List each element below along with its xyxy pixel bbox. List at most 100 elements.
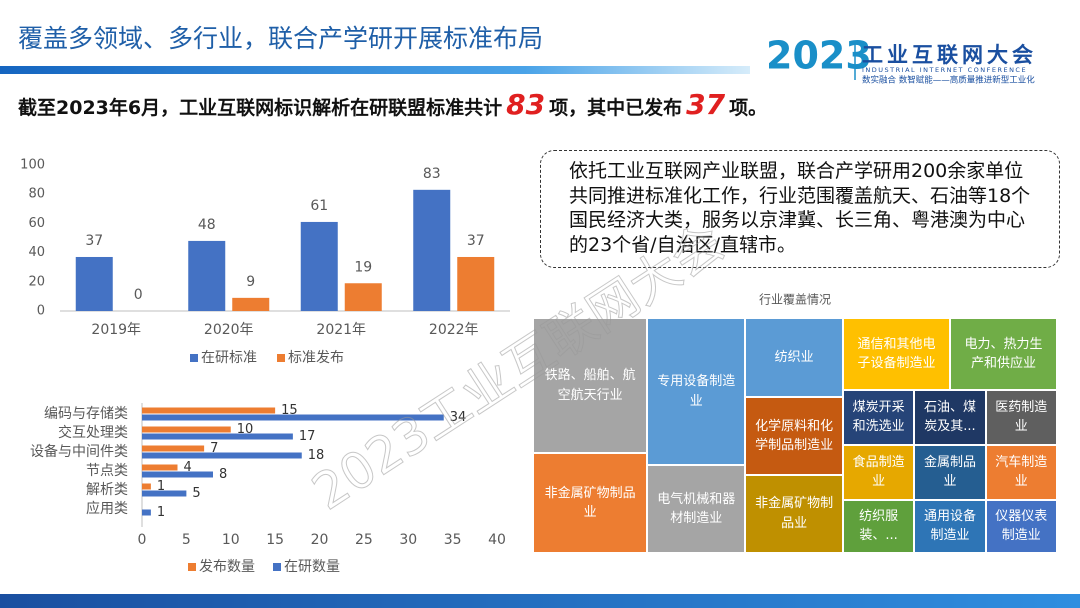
data-label: 4 [184, 460, 192, 475]
bar [300, 221, 338, 311]
treemap-tile: 石油、煤炭及其... [914, 390, 986, 445]
headline-number: 83 [506, 88, 546, 121]
y-tick-label: 解析类 [86, 482, 128, 498]
data-label: 1 [157, 505, 165, 520]
tile-label: 非金属矿物制品业 [544, 485, 636, 521]
bar [142, 483, 151, 490]
tile-label: 通信和其他电子设备制造业 [857, 336, 936, 372]
treemap-tile: 煤炭开采和洗选业 [842, 390, 915, 445]
tile-label: 电气机械和器材制造业 [657, 491, 736, 527]
data-label: 5 [192, 486, 200, 501]
headline-text: 项。 [729, 97, 768, 119]
treemap-tile: 仪器仪表制造业 [985, 499, 1057, 553]
x-tick-label: 10 [222, 532, 240, 548]
tile-label: 电力、热力生产和供应业 [964, 336, 1043, 372]
treemap: 铁路、船舶、航空航天行业 非金属矿物制品业 专用设备制造业 电气机械和器材制造业 纺织业… [533, 318, 1057, 553]
y-tick-label: 0 [37, 304, 45, 319]
y-tick-label: 20 [28, 274, 45, 289]
data-label: 0 [134, 287, 143, 303]
legend-label: 发布数量 [199, 559, 255, 575]
bar [142, 426, 231, 433]
logo-name: 工业互联网大会 [862, 43, 1037, 67]
data-label: 1 [157, 479, 165, 494]
bar [413, 189, 451, 311]
legend-swatch [188, 563, 196, 571]
tile-label: 煤炭开采和洗选业 [852, 399, 905, 435]
y-tick-label: 交互处理类 [58, 424, 128, 441]
data-label: 17 [299, 429, 316, 444]
y-tick-label: 编码与存储类 [44, 406, 128, 422]
treemap-tile: 电气机械和器材制造业 [647, 465, 746, 553]
tile-label: 汽车制造业 [995, 454, 1048, 490]
x-tick-label: 35 [444, 532, 462, 548]
legend-swatch [273, 563, 281, 571]
treemap-tile: 汽车制造业 [985, 444, 1057, 500]
bar [75, 256, 113, 311]
bar [142, 490, 187, 497]
bar [142, 452, 302, 459]
tile-label: 金属制品业 [923, 454, 976, 490]
data-label: 48 [198, 217, 216, 233]
x-tick-label: 40 [488, 532, 506, 548]
x-tick-label: 2021年 [316, 322, 366, 338]
logo-english: INDUSTRIAL INTERNET CONFERENCE [862, 66, 1027, 74]
treemap-title: 行业覆盖情况 [759, 293, 831, 307]
treemap-tile: 铁路、船舶、航空航天行业 [533, 318, 648, 454]
tile-label: 纺织业 [774, 349, 814, 365]
x-tick-label: 2019年 [91, 322, 141, 338]
y-tick-label: 40 [28, 245, 45, 260]
y-tick-label: 80 [28, 187, 45, 202]
tile-label: 通用设备制造业 [923, 508, 976, 544]
bar [142, 407, 276, 414]
bar [142, 471, 213, 478]
x-tick-label: 0 [138, 532, 147, 548]
y-tick-label: 60 [28, 216, 45, 231]
bar [232, 297, 270, 311]
treemap-tile: 金属制品业 [914, 444, 986, 500]
treemap-tile: 纺织服装、... [842, 499, 915, 553]
tile-label: 石油、煤炭及其... [923, 399, 976, 435]
logo-year: 2023 [766, 34, 872, 78]
treemap-tile: 化学原料和化学制品制造业 [745, 397, 843, 475]
treemap-tile: 纺织业 [745, 318, 843, 398]
tile-label: 纺织服装、... [859, 508, 899, 544]
tile-label: 食品制造业 [852, 454, 905, 490]
tile-label: 非金属矿物制品业 [755, 496, 834, 531]
bar [344, 283, 382, 311]
bar [142, 414, 444, 421]
bar [142, 464, 178, 471]
x-tick-label: 2022年 [429, 322, 479, 338]
slide-title: 覆盖多领域、多行业，联合产学研开展标准布局 [18, 24, 543, 53]
data-label: 18 [308, 448, 325, 463]
treemap-tile: 食品制造业 [842, 444, 915, 500]
bar [142, 509, 151, 516]
tile-label: 仪器仪表制造业 [995, 508, 1048, 544]
tile-label: 铁路、船舶、航空航天行业 [544, 368, 636, 403]
x-tick-label: 5 [182, 532, 191, 548]
treemap-tile: 医药制造业 [985, 390, 1057, 445]
treemap-tile: 非金属矿物制品业 [533, 453, 648, 553]
bar [142, 445, 205, 452]
headline-number: 37 [686, 88, 726, 121]
data-label: 10 [237, 422, 254, 437]
bar [457, 256, 495, 311]
footer-bar [0, 594, 1080, 608]
data-label: 37 [467, 233, 485, 249]
treemap-tile: 非金属矿物制品业 [745, 475, 843, 553]
x-tick-label: 25 [355, 532, 373, 548]
data-label: 34 [450, 410, 467, 425]
x-tick-label: 2020年 [204, 322, 254, 338]
y-tick-label: 100 [20, 158, 45, 173]
legend-label: 标准发布 [288, 350, 344, 366]
legend-label: 在研标准 [201, 350, 257, 366]
y-tick-label: 应用类 [86, 500, 128, 517]
legend-swatch [277, 354, 285, 362]
y-tick-label: 节点类 [86, 463, 128, 479]
tile-label: 化学原料和化学制品制造业 [755, 418, 834, 454]
bar [142, 433, 293, 440]
tile-label: 专用设备制造业 [657, 374, 736, 409]
headline: 截至2023年6月，工业互联网标识解析在研联盟标准共计 83 项，其中已发布 37 项。 [18, 88, 767, 121]
treemap-tile: 专用设备制造业 [647, 318, 746, 466]
